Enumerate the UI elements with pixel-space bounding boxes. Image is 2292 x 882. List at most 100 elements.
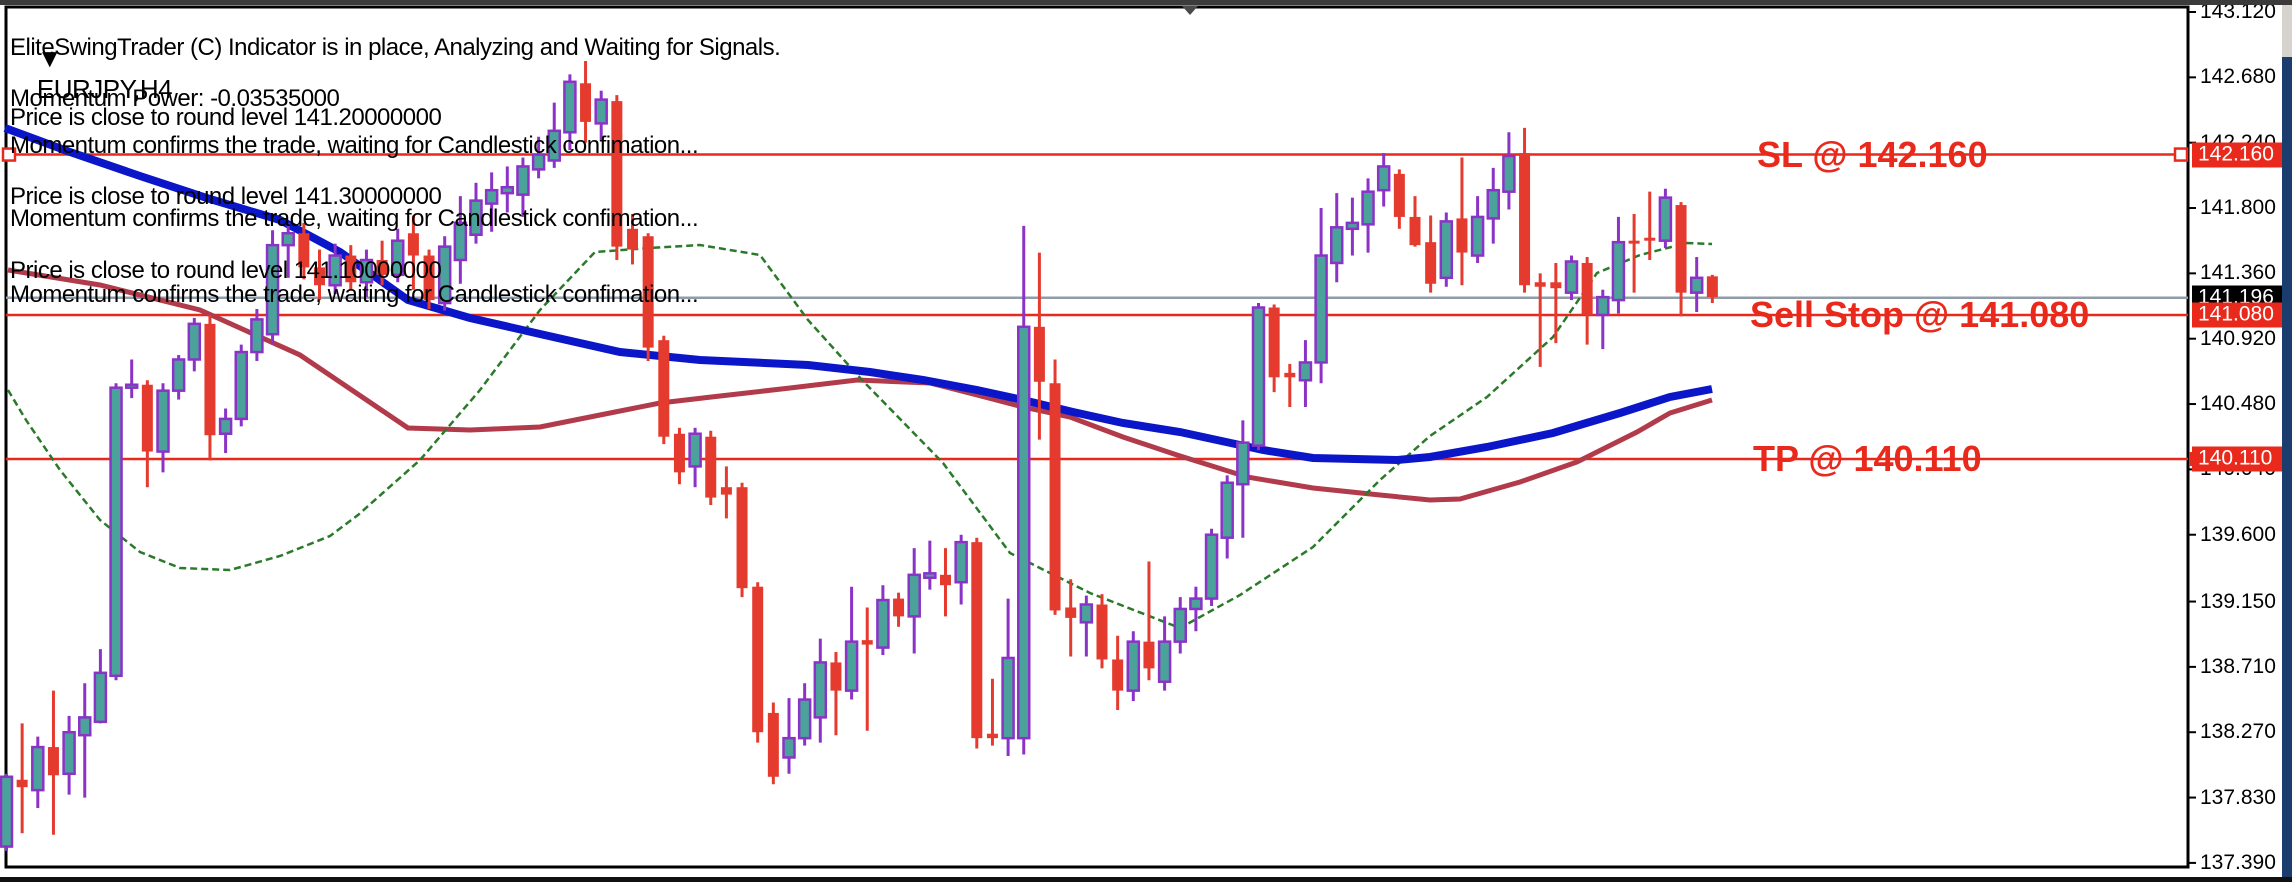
window-bottom-edge [0,877,2292,882]
candle-bull [250,318,264,354]
candle-bear [376,259,388,275]
ma-blue-line [3,124,1713,465]
candle-bear [1033,326,1045,382]
candle-bear [1534,282,1546,287]
candle-bear [940,574,951,586]
sl-label[interactable]: SL @ 142.160 [1757,133,1988,175]
price-axis-label: 142.680 [2200,65,2276,89]
indicator-status-line: EliteSwingTrader (C) Indicator is in pla… [10,34,781,61]
candle-bear [1409,216,1421,246]
chevron-down-icon[interactable]: ▼ [36,43,63,73]
indicator-message: Momentum confirms the trade, waiting for… [10,132,699,159]
candle-bull [1251,306,1266,447]
tp-label[interactable]: TP @ 140.110 [1753,437,1982,479]
price-axis-label: 138.270 [2200,720,2276,744]
candle-bull [813,661,828,719]
candle-bull [1189,597,1203,611]
candle-bear [47,747,59,776]
candle-bear [1675,205,1687,293]
price-axis-label: 139.150 [2200,589,2276,613]
candle-bull [1376,165,1391,192]
candle-bear [893,598,905,617]
candle-bull [797,698,812,740]
candle-bull [234,350,248,421]
candle-bull [1314,254,1328,364]
candle-bear [1519,153,1531,286]
candle-bear [423,255,435,301]
candle-bull [62,730,76,776]
candle-bull [1439,220,1454,280]
candle-bear [642,236,654,348]
candle-bull [391,239,405,277]
candle-bear [861,640,873,645]
candle-bull [1330,226,1344,265]
candle-bull [1157,640,1172,683]
sell-stop-label[interactable]: Sell Stop @ 141.080 [1750,293,2090,335]
candle-bear [1096,604,1108,660]
candle-bull [782,736,796,759]
symbol-label: ▼ EURJPY,H4 [10,12,173,136]
candle-bull [547,129,561,162]
candle-bull [437,245,452,305]
candle-bull [1204,533,1219,600]
candle-bull [453,221,468,262]
candle-bull [31,745,45,792]
candle-bull [1689,276,1704,294]
price-axis-label: 141.360 [2200,261,2276,285]
candle-bull [1173,607,1187,643]
candle-bull [1470,215,1485,257]
candle-bear [1112,659,1124,691]
indicator-message: Price is close to round level 141.200000… [10,104,442,131]
candle-bear [1049,383,1061,611]
ma-crimson-line [7,267,1713,503]
candle-bull [328,254,342,287]
window-top-bar [0,0,2292,5]
candle-bull [907,573,921,618]
candle-bear [658,340,670,437]
price-axis-label: 140.480 [2200,392,2276,416]
candle-bear [1393,173,1405,217]
candle-bear [1065,607,1077,618]
candle-bear [1284,372,1296,378]
candle-bear [1268,307,1280,378]
candle-bull [563,80,577,134]
price-axis-label: 138.710 [2200,654,2276,678]
candle-bull [265,243,280,336]
candle-bear [611,101,623,247]
candle-bull [93,671,108,724]
candle-bull [954,540,968,584]
candle-bull [109,386,123,678]
candle-bull [688,432,702,468]
candle-bull [156,389,170,453]
candle-bear [986,733,998,739]
candle-bull [516,165,530,196]
candle-bull [923,572,937,580]
candle-bear [580,83,592,122]
ma-green-line [6,241,1713,630]
scrollbar-top-cap[interactable] [2282,5,2292,57]
candle-bull [1361,190,1375,226]
candle-bull [1345,221,1360,231]
candle-bear [141,384,153,452]
candle-bull [0,775,14,848]
indicator-message: Momentum confirms the trade, waiting for… [10,281,699,308]
candle-bear [1456,218,1468,253]
candle-bull [1298,361,1313,382]
candle-bull [1611,240,1626,302]
sl-price-badge: 142.160 [2192,142,2282,168]
indicator-message: Momentum Power: -0.03535000 [10,85,340,112]
sl-line-handle-left[interactable] [1,147,17,162]
candle-bull [171,358,186,392]
candle-bear [752,586,764,733]
candle-bear [705,436,717,498]
candle-bull [469,199,483,236]
candle-bear [971,542,983,739]
sl-line-handle-right[interactable] [2173,147,2189,162]
desktop-background-strip [2282,57,2292,882]
candle-bear [298,233,310,268]
price-axis-label: 137.390 [2200,850,2276,874]
candle-bear [1550,282,1562,289]
price-axis-label: 137.830 [2200,785,2276,809]
